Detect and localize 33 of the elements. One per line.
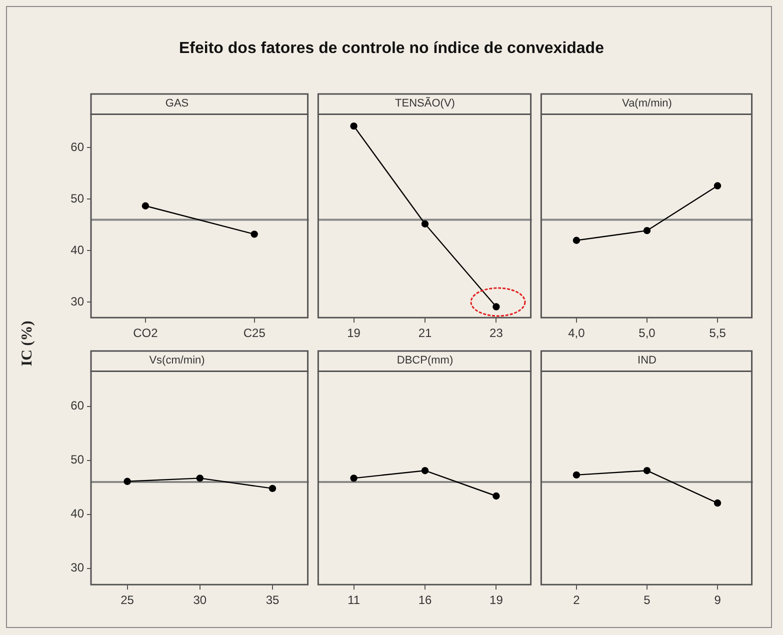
x-tick-label: 5,0	[638, 326, 656, 340]
chart-title: DBCP(mm)	[396, 354, 454, 367]
y-axis-title: IC (%)	[20, 320, 36, 368]
x-tick-label: C25	[243, 326, 266, 340]
x-tick-label: 21	[418, 326, 432, 340]
y-tick-label: 40	[70, 242, 84, 257]
x-tick-label: 19	[490, 593, 504, 608]
chart-title: IND	[638, 354, 657, 367]
x-tick-label: 9	[714, 593, 722, 608]
y-tick-label: 30	[70, 560, 84, 575]
x-tick-label: 2	[573, 593, 580, 608]
x-tick-label: 5	[644, 593, 651, 608]
x-tick-label: 30	[193, 593, 207, 608]
y-tick-label: 30	[70, 294, 84, 308]
x-tick-label: 5,5	[709, 326, 726, 340]
text: Efeito dos fatores de controle no índice de convexidade	[178, 40, 605, 58]
y-tick-label: 50	[70, 191, 84, 206]
x-tick-label: 11	[348, 593, 360, 608]
chart-title: GAS	[165, 98, 189, 110]
x-tick-label: 19	[347, 326, 361, 340]
y-tick-label: 40	[70, 506, 84, 521]
y-tick-label: 50	[70, 452, 84, 467]
x-tick-label: 4,0	[568, 326, 586, 340]
y-tick-label: 60	[70, 398, 84, 413]
chart-title: Va(m/min)	[622, 98, 672, 110]
x-tick-label: CO2	[133, 326, 158, 340]
chart-title: TENSÃO(V)	[395, 96, 455, 110]
x-tick-label: 23	[490, 326, 504, 340]
y-tick-label: 60	[70, 140, 84, 154]
x-tick-label: 35	[266, 593, 280, 608]
x-tick-label: 16	[418, 593, 432, 608]
x-tick-label: 25	[120, 593, 134, 608]
chart-title: Vs(cm/min)	[149, 354, 205, 367]
